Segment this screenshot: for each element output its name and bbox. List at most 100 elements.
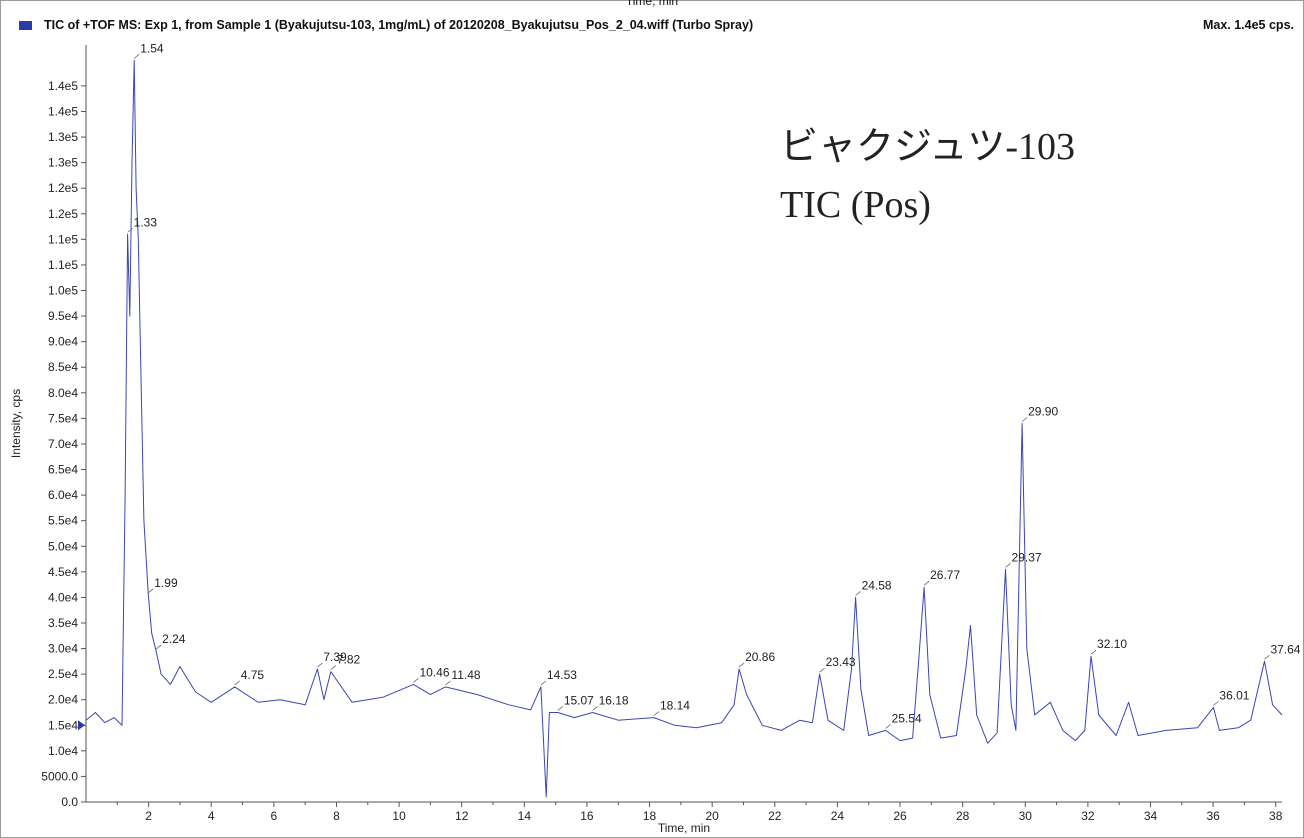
- y-tick-label: 1.2e5: [48, 207, 78, 221]
- peak-label-leader: [557, 706, 564, 711]
- peak-label: 2.24: [162, 632, 186, 646]
- y-tick-label: 3.0e4: [48, 642, 78, 656]
- max-intensity-label: Max. 1.4e5 cps.: [1202, 18, 1294, 32]
- legend-swatch: [19, 21, 32, 30]
- peak-label: 26.77: [930, 568, 960, 582]
- y-tick-label: 1.1e5: [48, 258, 78, 272]
- x-axis-label: Time, min: [658, 821, 710, 835]
- y-tick-label: 1.3e5: [48, 130, 78, 144]
- peak-label: 37.64: [1270, 642, 1300, 656]
- peak-label-leader: [738, 662, 745, 668]
- x-tick-label: 10: [392, 809, 406, 823]
- peak-label: 14.53: [547, 668, 577, 682]
- peak-label-leader: [653, 711, 660, 716]
- y-tick-label: 1.0e4: [48, 744, 78, 758]
- peak-label-leader: [923, 580, 930, 586]
- peak-label: 4.75: [241, 668, 265, 682]
- peak-label: 16.18: [599, 693, 629, 707]
- x-tick-label: 34: [1144, 809, 1158, 823]
- baseline-marker-icon: [78, 720, 85, 731]
- x-tick-label: 32: [1081, 809, 1095, 823]
- x-tick-label: 26: [893, 809, 907, 823]
- peak-label: 25.54: [892, 711, 922, 725]
- y-tick-label: 4.5e4: [48, 565, 78, 579]
- peak-labels: 1.33 1.54 1.99 2.24 4.75 7.397.82 10.46 11.48 14…: [127, 41, 1301, 729]
- y-tick-label: 2.5e4: [48, 667, 78, 681]
- peak-label: 1.33: [134, 215, 158, 229]
- x-tick-label: 30: [1019, 809, 1033, 823]
- peak-label-leader: [885, 724, 891, 729]
- y-tick-label: 9.0e4: [48, 335, 78, 349]
- peak-label: 29.37: [1012, 550, 1042, 564]
- peak-label: 24.58: [862, 578, 892, 592]
- peak-label: 7.82: [337, 653, 361, 667]
- y-tick-label: 1.4e5: [48, 104, 78, 118]
- peak-label-leader: [133, 54, 140, 59]
- sample-name-text: ビャクジュツ-103: [780, 126, 1075, 168]
- y-tick-label: 8.5e4: [48, 360, 78, 374]
- peak-label-leader: [592, 706, 598, 711]
- peak-label-leader: [1213, 701, 1219, 706]
- tic-series-line: [85, 59, 1283, 798]
- x-tick-label: 24: [831, 809, 845, 823]
- peak-label-leader: [317, 662, 323, 668]
- polarity-text: TIC (Pos): [780, 184, 931, 226]
- y-tick-label: 6.5e4: [48, 463, 78, 477]
- y-tick-label: 6.0e4: [48, 488, 78, 502]
- x-tick-label: 38: [1269, 809, 1283, 823]
- x-tick-label: 22: [768, 809, 782, 823]
- peak-label: 23.43: [826, 655, 856, 669]
- peak-label-leader: [1005, 562, 1011, 568]
- peak-label: 1.54: [140, 41, 164, 55]
- y-tick-label: 1.5e4: [48, 718, 78, 732]
- x-tick-label: 14: [518, 809, 532, 823]
- peak-label: 1.99: [154, 576, 178, 590]
- y-tick-label: 8.0e4: [48, 386, 78, 400]
- peak-label: 36.01: [1219, 688, 1249, 702]
- peak-label: 15.07: [564, 693, 594, 707]
- peak-label: 11.48: [451, 668, 480, 682]
- y-tick-label: 1.0e5: [48, 284, 78, 298]
- y-tick-label: 7.5e4: [48, 411, 78, 425]
- y-tick-label: 0.0: [61, 795, 78, 809]
- peak-label: 10.46: [419, 665, 449, 679]
- x-tick-label: 6: [271, 809, 278, 823]
- x-tick-label: 20: [705, 809, 719, 823]
- top-axis-label: Time, min: [625, 0, 679, 8]
- x-tick-label: 16: [580, 809, 594, 823]
- y-tick-label: 1.2e5: [48, 181, 78, 195]
- peak-label-leader: [330, 665, 337, 670]
- y-tick-label: 9.5e4: [48, 309, 78, 323]
- x-tick-label: 28: [956, 809, 970, 823]
- y-tick-label: 5.5e4: [48, 514, 78, 528]
- peak-label: 29.90: [1028, 405, 1058, 419]
- peak-label-leader: [148, 588, 154, 594]
- peak-label: 32.10: [1097, 637, 1127, 651]
- x-tick-label: 36: [1206, 809, 1220, 823]
- sample-annotation: ビャクジュツ-103 TIC (Pos): [780, 118, 1075, 234]
- peak-label-leader: [445, 680, 451, 686]
- x-tick-label: 2: [145, 809, 152, 823]
- chart-title: TIC of +TOF MS: Exp 1, from Sample 1 (By…: [44, 18, 754, 32]
- y-tick-label: 1.4e5: [48, 79, 78, 93]
- y-tick-label: 5000.0: [41, 769, 78, 783]
- trace-layer: [85, 59, 1283, 798]
- peak-label: 7.39: [323, 650, 347, 664]
- x-tick-label: 12: [455, 809, 469, 823]
- axes: 0.0 5000.0 1.0e4 1.5e4 2.0e4 2.5e4 3.0e4 3.5e4 4…: [9, 45, 1283, 835]
- y-tick-label: 4.0e4: [48, 590, 78, 604]
- y-tick-label: 1.3e5: [48, 156, 78, 170]
- peak-label-leader: [855, 591, 861, 596]
- peak-label-leader: [127, 227, 133, 233]
- peak-label-leader: [540, 680, 547, 686]
- y-axis-label: Intensity, cps: [9, 389, 23, 458]
- y-tick-label: 7.0e4: [48, 437, 78, 451]
- y-tick-label: 5.0e4: [48, 539, 78, 553]
- y-tick-label: 3.5e4: [48, 616, 78, 630]
- peak-label-leader: [413, 678, 419, 683]
- peak-label: 18.14: [660, 699, 690, 713]
- chart-header: TIC of +TOF MS: Exp 1, from Sample 1 (By…: [0, 15, 1304, 35]
- y-tick-label: 1.1e5: [48, 232, 78, 246]
- x-tick-label: 4: [208, 809, 215, 823]
